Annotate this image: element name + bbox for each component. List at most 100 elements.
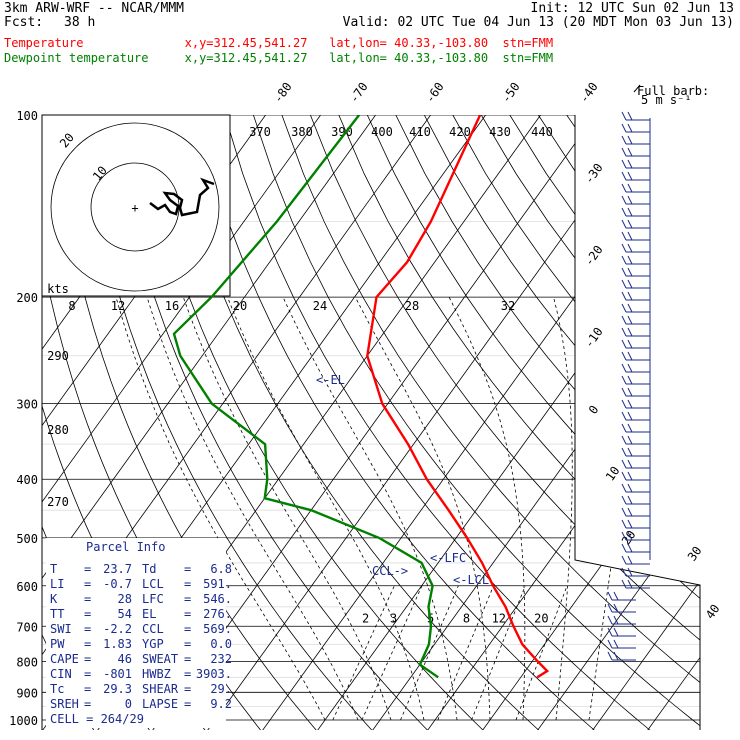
speed-label: 20 [233, 299, 247, 313]
isotherm-line [645, 115, 700, 730]
wind-barb-flag [627, 219, 633, 229]
parcel-v2: 232 [210, 652, 232, 666]
isotherm-label: -50 [499, 80, 523, 106]
dry-adiabat-line [509, 115, 700, 730]
wind-barb-flag [621, 303, 627, 313]
parcel-row: CAPE = 46 SWEAT = 232 [50, 652, 232, 667]
mixing-ratio-line [332, 585, 395, 721]
parcel-v1: -0.7 [103, 577, 132, 591]
wind-barb-flag [627, 435, 633, 445]
wind-barb-flag [621, 255, 627, 265]
wind-barb-flag [621, 399, 627, 409]
equals-sign: = [184, 652, 192, 666]
wind-barb-flag [621, 435, 627, 445]
wind-barb-flag [621, 123, 627, 133]
parcel-v1: 23.7 [103, 562, 132, 576]
isotherm-label: -30 [582, 161, 606, 187]
wind-barb-flag [621, 135, 627, 145]
pressure-tick-label: 1000 [9, 714, 38, 728]
wind-barb-flag [627, 351, 633, 361]
equals-sign: = [84, 682, 92, 696]
wind-barb-flag [621, 411, 627, 421]
parcel-k2: LFC [142, 592, 164, 606]
wind-barb-flag [621, 219, 627, 229]
parcel-v2: 9.2 [210, 697, 232, 711]
parcel-k2: YGP [142, 637, 164, 651]
moist-adiabat-line [227, 296, 425, 721]
wind-barb-flag [627, 231, 633, 241]
equals-sign: = [184, 637, 192, 651]
parcel-k1: CAPE [50, 652, 79, 666]
theta-e-label: 380 [291, 125, 313, 139]
wind-barb-flag [621, 147, 627, 157]
theta-e-label: 440 [531, 125, 553, 139]
equals-sign: = [84, 667, 92, 681]
wind-barb-flag [621, 459, 627, 469]
forecast-value: 38 h [64, 15, 96, 30]
parcel-v1: -801 [103, 667, 132, 681]
parcel-v1: 1.83 [103, 637, 132, 651]
wind-barb-flag [627, 135, 633, 145]
wind-barb-flag [613, 639, 619, 649]
parcel-k1: Tc [50, 682, 65, 696]
theta-e-label: 400 [371, 125, 393, 139]
wind-barb-flag [627, 279, 633, 289]
wind-barb-flag [621, 183, 627, 193]
mixing-ratio-label: 20 [534, 611, 548, 625]
isotherm-label: -60 [423, 80, 447, 106]
parcel-k2: Td [142, 562, 157, 576]
speed-label: 28 [405, 299, 419, 313]
equals-sign: = [184, 667, 192, 681]
wind-barb-flag [621, 231, 627, 241]
wind-barb-flag [621, 567, 627, 577]
mixing-ratio-line [437, 585, 494, 721]
equals-sign: = [84, 562, 92, 576]
moist-adiabat-line [146, 296, 359, 721]
wind-barb-flag [621, 315, 627, 325]
wind-barb-flag [627, 291, 633, 301]
parcel-k1: CIN [50, 667, 72, 681]
hodograph-origin: + [131, 201, 138, 215]
parcel-v1: 46 [117, 652, 132, 666]
dry-adiabat-line [566, 115, 700, 730]
parcel-v2: 6.8 [210, 562, 232, 576]
wind-barb-flag [607, 615, 613, 625]
wind-barb-flag [607, 639, 613, 649]
model-title: 3km ARW-WRF -- NCAR/MMM [4, 1, 185, 16]
parcel-info-title: Parcel Info [86, 540, 166, 554]
parcel-v2: 29. [210, 682, 232, 696]
speed-label: 12 [111, 299, 125, 313]
cell-value: CELL = 264/29 [50, 712, 144, 726]
wind-barb-flag [621, 267, 627, 277]
wind-barb-flag [627, 303, 633, 313]
wind-barb-flag [627, 519, 633, 529]
dry-adiabat-line [537, 115, 700, 730]
parcel-v1: 0 [124, 697, 132, 711]
temperature-profile-line [366, 115, 550, 679]
parcel-v2: 591. [203, 577, 232, 591]
wind-barb-flag [627, 579, 633, 589]
parcel-k2: HWBZ [142, 667, 171, 681]
mixing-ratio-label: 8 [463, 611, 470, 625]
equals-sign: = [84, 637, 92, 651]
moist-adiabat-line [553, 297, 573, 721]
wind-barb-flag [627, 507, 633, 517]
parcel-row: Tc = 29.3 SHEAR = 29. [50, 682, 232, 697]
wind-barb-flag [627, 159, 633, 169]
dry-adiabat-line [651, 115, 700, 730]
pressure-tick-label: 100 [16, 109, 38, 123]
dry-adiabat-line [196, 115, 598, 730]
pressure-tick-label: 600 [16, 580, 38, 594]
equals-sign: = [84, 652, 92, 666]
isotherm-label: -80 [271, 80, 295, 106]
parcel-level-annotation: CCL-> [372, 564, 408, 578]
wind-barb-flag [627, 495, 633, 505]
wind-barb-flag [621, 543, 627, 553]
isotherm-line [480, 115, 700, 730]
wind-barb-flag [627, 363, 633, 373]
theta-e-label: 410 [409, 125, 431, 139]
parcel-k2: EL [142, 607, 157, 621]
wind-barb-flag [627, 339, 633, 349]
parcel-level-annotation: <-EL [316, 373, 345, 387]
equals-sign: = [84, 697, 92, 711]
